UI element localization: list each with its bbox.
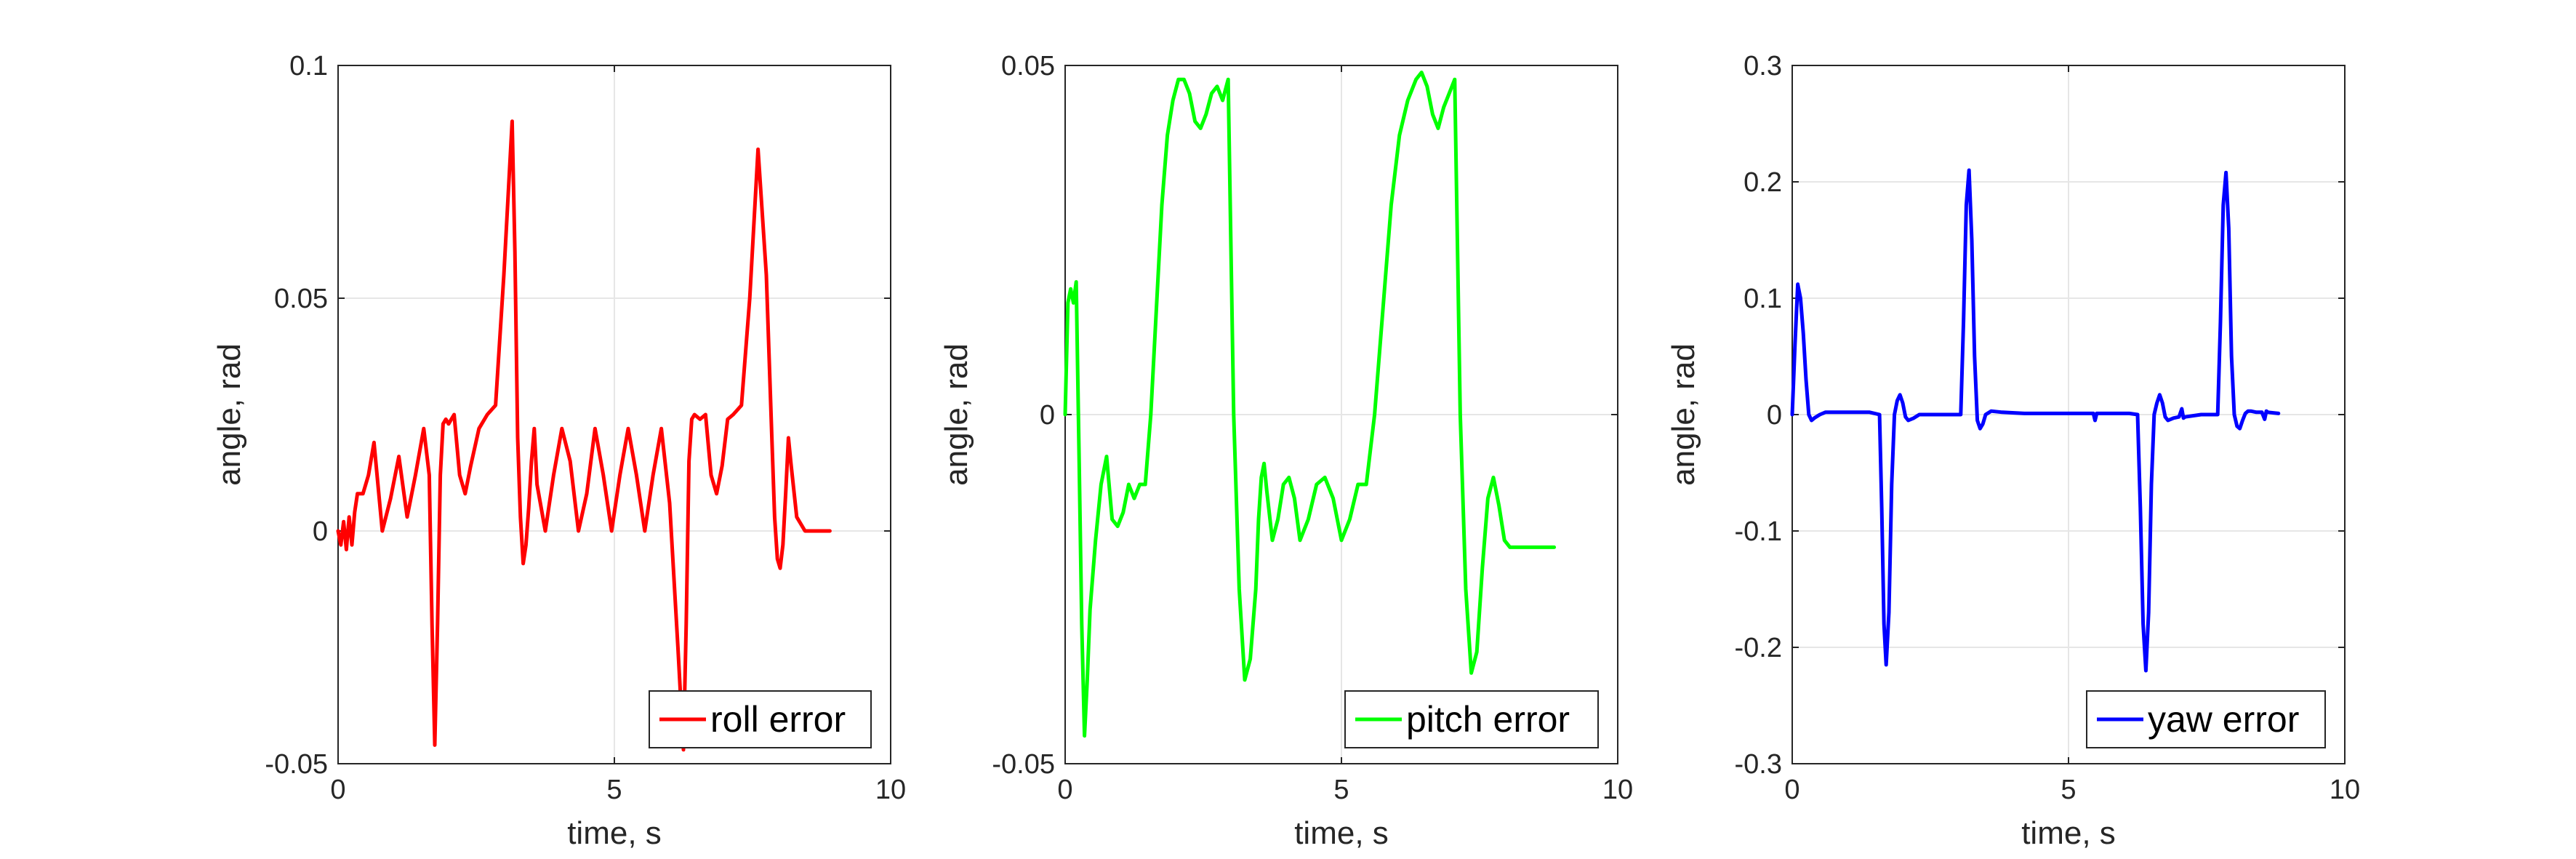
- y-tick-label: 0.2: [1744, 167, 1782, 198]
- y-tick-label: -0.05: [992, 749, 1055, 780]
- x-tick-label: 0: [1057, 775, 1072, 805]
- series-line: [336, 119, 832, 752]
- y-tick-label: -0.2: [1735, 633, 1782, 663]
- y-tick-label: 0.05: [274, 284, 328, 314]
- y-tick-label: 0: [1767, 400, 1782, 431]
- y-tick-label: -0.1: [1735, 516, 1782, 547]
- x-tick-label: 5: [2061, 775, 2076, 805]
- x-tick-label: 5: [606, 775, 622, 805]
- legend-label: pitch error: [1406, 699, 1570, 740]
- series-line: [1063, 71, 1557, 738]
- y-axis-label: angle, rad: [212, 343, 247, 486]
- chart-panel-3: 0 5 10 -0.3 -0.2 -0.1 0 0.1 0.2 0.3 time, s angle, …: [1666, 51, 2360, 851]
- x-tick-label: 0: [330, 775, 345, 805]
- y-axis-label: angle, rad: [1666, 343, 1701, 486]
- y-tick-label: 0: [313, 516, 328, 547]
- y-tick-label: -0.3: [1735, 749, 1782, 780]
- x-axis-label: time, s: [567, 815, 662, 851]
- legend: yaw error: [2086, 690, 2326, 748]
- y-tick-label: 0: [1040, 400, 1055, 431]
- y-axis-label: angle, rad: [939, 343, 974, 486]
- legend-label: yaw error: [2148, 699, 2299, 740]
- y-tick-label: 0.3: [1744, 51, 1782, 81]
- legend: pitch error: [1344, 690, 1599, 748]
- x-tick-label: 5: [1333, 775, 1349, 805]
- legend: roll error: [649, 690, 872, 748]
- x-tick-label: 10: [1602, 775, 1633, 805]
- x-tick-label: 0: [1784, 775, 1799, 805]
- x-tick-label: 10: [875, 775, 906, 805]
- y-tick-label: 0.1: [289, 51, 328, 81]
- y-tick-label: 0.05: [1001, 51, 1055, 81]
- y-tick-label: 0.1: [1744, 284, 1782, 314]
- x-axis-label: time, s: [2021, 815, 2116, 851]
- y-tick-label: -0.05: [265, 749, 328, 780]
- legend-label: roll error: [710, 699, 846, 740]
- series-line: [1790, 168, 2281, 673]
- x-tick-label: 10: [2330, 775, 2360, 805]
- x-axis-label: time, s: [1294, 815, 1389, 851]
